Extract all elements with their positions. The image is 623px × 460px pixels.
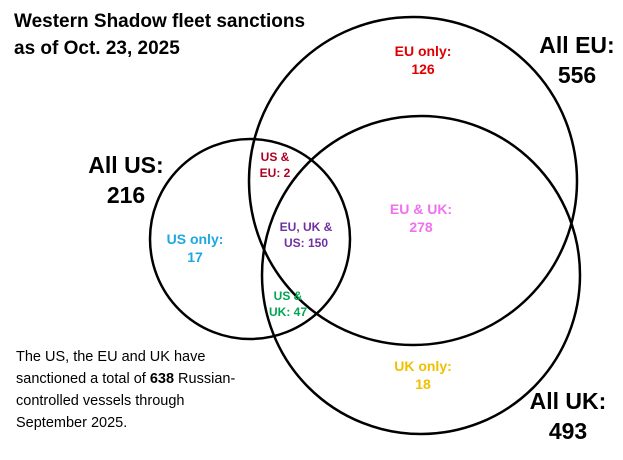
set-label-eu: All EU: 556 <box>539 32 615 88</box>
note-text-after: Russian-controlled vessels through Septe… <box>16 371 236 431</box>
note-total: 638 <box>149 371 175 387</box>
set-label-uk: All UK: 493 <box>529 388 607 444</box>
eu-circle <box>247 15 579 347</box>
note-text-before: The US, the EU and UK have sanctioned a … <box>16 349 206 387</box>
summary-note: The US, the EU and UK have sanctioned a … <box>16 346 236 434</box>
region-us-only: US only: 17 <box>166 231 224 265</box>
region-us-uk: US & UK: 47 <box>268 289 307 319</box>
diagram-title: Western Shadow fleet sanctions as of Oct… <box>14 8 305 62</box>
region-eu-uk: EU & UK: 278 <box>389 201 453 235</box>
region-eu-uk-us: EU, UK & US: 150 <box>279 220 333 250</box>
uk-circle <box>260 114 582 436</box>
us-circle <box>148 137 352 341</box>
region-uk-only: UK only: 18 <box>394 358 452 392</box>
set-label-us: All US: 216 <box>88 152 164 208</box>
title-line-1: Western Shadow fleet sanctions <box>14 11 306 32</box>
region-us-eu: US & EU: 2 <box>259 150 291 180</box>
title-line-2: as of Oct. 23, 2025 <box>14 38 180 59</box>
region-eu-only: EU only: 126 <box>394 43 452 77</box>
